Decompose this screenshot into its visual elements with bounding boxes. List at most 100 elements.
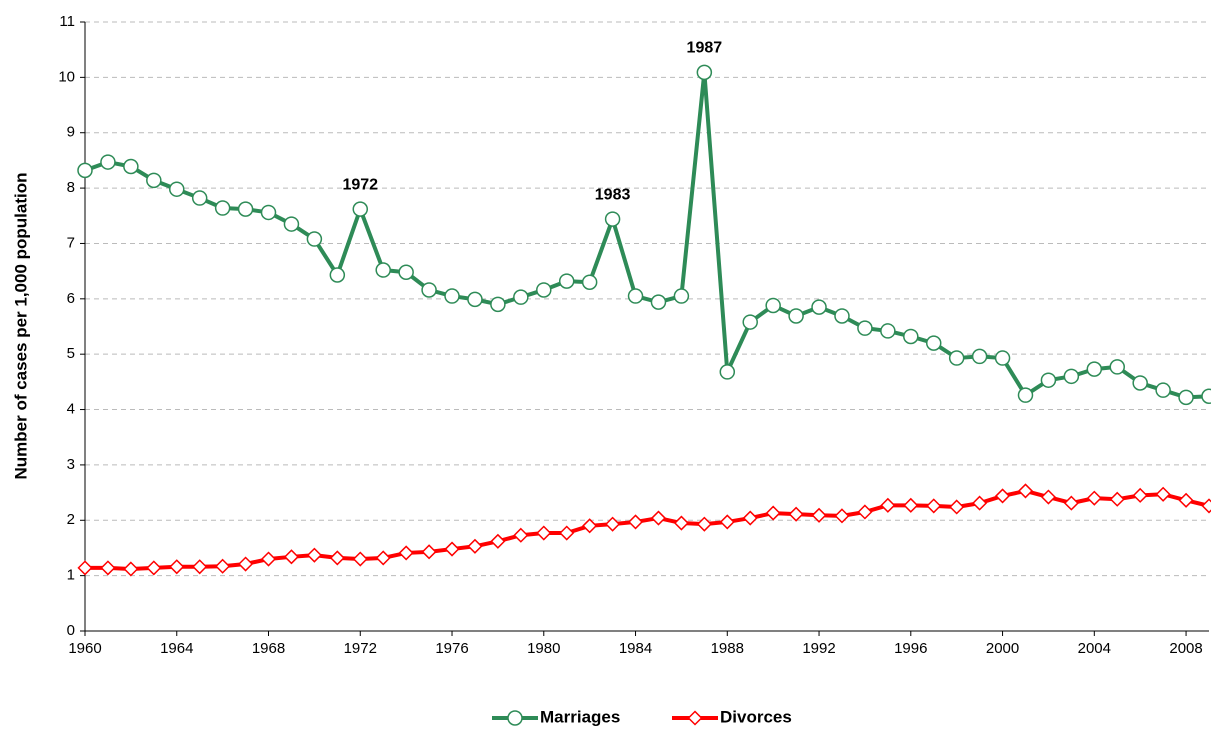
data-point [765,505,781,521]
data-point [169,181,185,197]
data-point [696,516,712,532]
data-point [1040,372,1057,388]
x-tick-label: 1984 [619,640,652,657]
data-point [903,497,919,513]
annotation: 1972 [342,176,378,193]
data-point [123,158,139,175]
y-tick-label: 6 [67,290,75,307]
data-point [1040,489,1056,505]
data-point [627,288,644,304]
data-point [1201,388,1211,405]
legend-label: Marriages [540,707,620,726]
y-tick-label: 4 [67,401,75,418]
data-point [834,508,850,524]
data-point [100,154,116,170]
y-tick-label: 9 [67,124,75,141]
data-point [329,550,345,566]
data-point [1017,387,1034,403]
y-tick-label: 1 [67,567,75,584]
y-tick-label: 3 [67,456,75,473]
y-tick-label: 2 [67,511,75,528]
data-point [398,264,414,280]
data-point [605,516,621,532]
data-point [260,551,277,567]
data-point [421,544,437,560]
data-point [788,506,804,522]
data-point [811,507,827,523]
data-point [719,364,736,380]
data-point [100,560,116,576]
data-point [192,559,208,575]
data-point [1178,492,1194,508]
data-point [834,308,850,324]
data-point [306,231,323,247]
y-tick-label: 8 [67,179,75,196]
series-line [84,70,1210,400]
data-point [77,162,93,179]
x-tick-label: 1960 [68,640,101,657]
data-point [77,560,93,576]
data-point [811,299,827,315]
y-tick-label: 7 [67,234,75,251]
data-point [994,488,1011,504]
data-point [994,350,1011,366]
data-point [742,314,758,330]
data-point [283,549,300,565]
data-point [215,558,231,574]
x-tick-label: 1968 [252,640,285,657]
data-point [306,547,322,563]
data-point [1201,498,1211,514]
legend-marker [507,710,523,726]
data-point [123,561,139,577]
data-point [444,288,460,304]
x-tick-label: 2008 [1169,640,1202,657]
data-point [673,515,689,531]
data-point [536,282,552,298]
data-point [673,288,690,304]
data-point [1017,483,1034,499]
data-point [903,328,919,345]
data-point [513,527,529,543]
data-point [558,273,575,289]
data-point [375,550,391,566]
y-tick-label: 5 [67,345,75,362]
data-point [1132,375,1148,391]
data-point [398,545,414,561]
legend-label: Divorces [720,707,792,726]
data-point [444,541,460,557]
data-point [742,510,758,526]
data-point [146,560,162,576]
data-point [375,262,391,278]
data-point [191,190,208,206]
x-tick-label: 1980 [527,640,560,657]
x-tick-label: 1972 [344,640,377,657]
annotation: 1983 [595,186,631,203]
data-point [146,172,162,189]
data-point [329,267,346,283]
data-point [926,498,942,514]
data-point [971,348,988,365]
data-point [581,274,598,290]
data-point [238,556,254,572]
data-point [857,504,873,520]
x-tick-label: 1992 [802,640,835,657]
data-point [1086,490,1102,506]
data-point [650,294,667,310]
data-point [283,216,300,232]
y-tick-label: 0 [67,622,75,639]
y-axis-label: Number of cases per 1,000 population [11,172,30,479]
x-tick-label: 1996 [894,640,927,657]
data-point [948,350,965,366]
data-point [559,525,575,541]
data-point [1109,359,1125,375]
data-point [214,200,231,216]
data-point [719,514,735,530]
data-point [352,201,369,217]
y-tick-label: 11 [59,13,75,30]
data-point [880,323,896,339]
annotation: 1987 [687,40,723,57]
data-point [467,538,483,554]
data-point [260,204,277,221]
data-point [352,551,368,567]
series-line [85,488,1210,571]
